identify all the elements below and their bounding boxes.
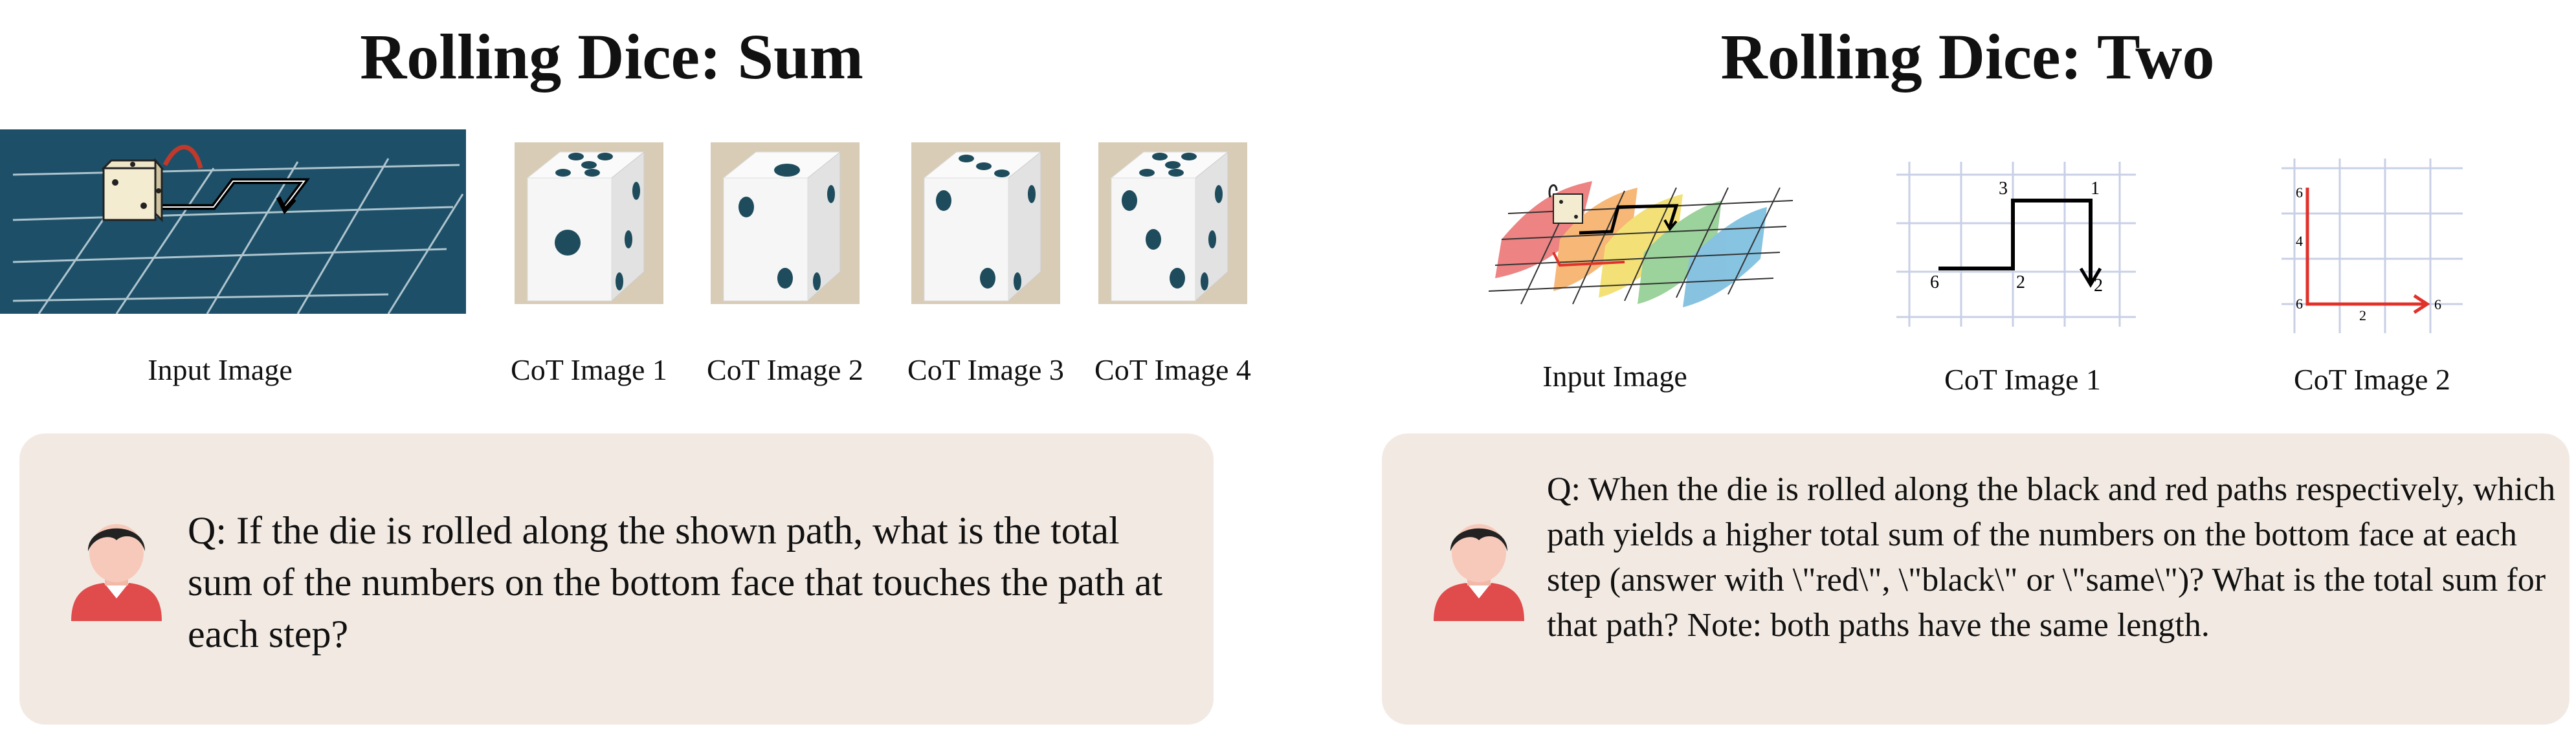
left-caption-input: Input Image — [148, 353, 293, 386]
left-caption-cot-4: CoT Image 4 — [1094, 353, 1251, 386]
right-caption-cot-1: CoT Image 1 — [1944, 363, 2101, 396]
cot1-label-b: 2 — [2016, 272, 2025, 292]
right-question-box — [1382, 433, 2570, 725]
left-cot-image-1 — [515, 142, 663, 304]
right-input-image — [1488, 181, 1793, 307]
cot1-label-d: 1 — [2091, 179, 2100, 199]
left-caption-cot-3: CoT Image 3 — [907, 353, 1064, 386]
right-cot-image-2: 6 4 6 2 6 — [2282, 159, 2463, 333]
cot1-label-c: 3 — [1999, 179, 2008, 199]
cot1-label-e: 2 — [2094, 276, 2103, 296]
cot2-label-bottom: 2 — [2359, 307, 2366, 323]
right-cot-image-1: 6 2 3 1 2 — [1896, 162, 2136, 327]
right-question-text: Q: When the die is rolled along the blac… — [1547, 471, 2556, 644]
left-caption-cot-1: CoT Image 1 — [511, 353, 667, 386]
cot2-label-mid: 4 — [2296, 233, 2303, 249]
right-caption-input: Input Image — [1542, 360, 1687, 393]
user-avatar-icon — [1434, 524, 1524, 621]
cot2-label-top: 6 — [2296, 184, 2303, 201]
right-title: Rolling Dice: Two — [1720, 21, 2215, 93]
left-caption-cot-2: CoT Image 2 — [707, 353, 863, 386]
right-caption-cot-2: CoT Image 2 — [2294, 363, 2450, 396]
left-title: Rolling Dice: Sum — [360, 21, 863, 93]
user-avatar-icon — [71, 524, 162, 621]
cot1-label-a: 6 — [1930, 272, 1939, 292]
left-question-box — [19, 433, 1214, 725]
left-question-text: Q: If the die is rolled along the shown … — [188, 509, 1163, 655]
left-cot-image-4 — [1098, 142, 1247, 304]
cot2-label-end: 6 — [2434, 296, 2441, 312]
left-input-image — [0, 129, 466, 314]
left-cot-image-3 — [911, 142, 1060, 304]
left-cot-image-2 — [711, 142, 860, 304]
cot2-label-corner: 6 — [2296, 296, 2303, 312]
